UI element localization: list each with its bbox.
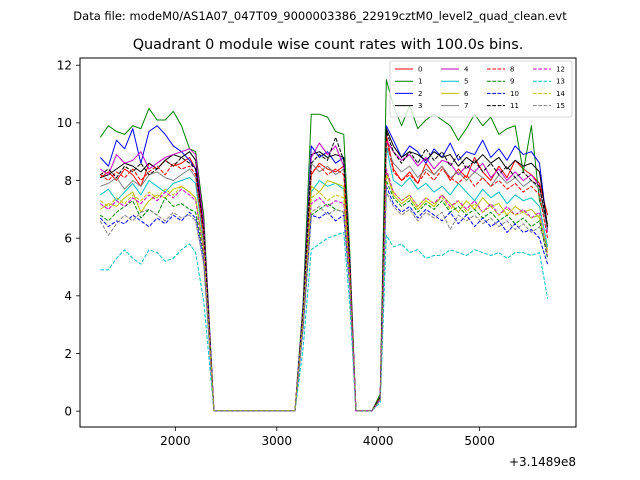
legend-label-13: 13 [556, 78, 565, 86]
y-tick-label: 2 [64, 347, 72, 361]
legend-label-3: 3 [418, 102, 422, 110]
legend-label-10: 10 [510, 90, 519, 98]
y-tick-label: 6 [64, 231, 72, 245]
x-tick-label: 2000 [160, 434, 191, 448]
legend-label-4: 4 [464, 66, 469, 74]
y-tick-label: 4 [64, 289, 72, 303]
axes-frame [79, 57, 577, 428]
legend-label-7: 7 [464, 102, 468, 110]
y-tick-label: 8 [64, 174, 72, 188]
series-line-12 [100, 168, 549, 412]
legend-label-15: 15 [556, 102, 565, 110]
legend-label-6: 6 [464, 90, 469, 98]
series-line-13 [100, 231, 549, 412]
series-line-14 [100, 174, 549, 412]
series-line-8 [100, 136, 549, 412]
series-line-5 [100, 145, 549, 412]
legend-label-11: 11 [510, 102, 519, 110]
series-line-15 [99, 191, 549, 412]
legend-label-9: 9 [510, 78, 514, 86]
series-line-1 [99, 79, 549, 412]
x-tick-label: 5000 [464, 434, 495, 448]
y-axis: 0 2 4 6 8 10 12 [57, 59, 80, 418]
legend-label-2: 2 [418, 90, 422, 98]
legend-box [389, 60, 573, 118]
legend-label-0: 0 [418, 66, 422, 74]
series-line-3 [100, 128, 549, 412]
chart-title: Quadrant 0 module wise count rates with … [133, 37, 524, 53]
y-tick-label: 0 [64, 404, 72, 418]
series-line-9 [100, 180, 549, 412]
series-line-7 [100, 145, 549, 412]
series-line-10 [99, 185, 549, 412]
x-tick-label: 4000 [363, 434, 394, 448]
figure-suptitle: Data file: modeM0/AS1A07_047T09_90000033… [73, 9, 567, 23]
series-line-11 [100, 131, 549, 412]
y-tick-label: 12 [57, 59, 72, 73]
legend-label-14: 14 [556, 90, 565, 98]
legend-label-5: 5 [464, 78, 468, 86]
x-tick-label: 3000 [262, 434, 293, 448]
series-line-2 [99, 125, 549, 412]
y-tick-label: 10 [57, 116, 72, 130]
legend-label-1: 1 [418, 78, 422, 86]
x-axis: 2000 3000 4000 5000 [160, 427, 495, 448]
plot-area [99, 79, 549, 412]
x-axis-offset-label: +3.1489e8 [509, 455, 576, 469]
series-line-4 [100, 139, 549, 412]
legend-label-8: 8 [510, 66, 514, 74]
legend-label-12: 12 [556, 66, 565, 74]
